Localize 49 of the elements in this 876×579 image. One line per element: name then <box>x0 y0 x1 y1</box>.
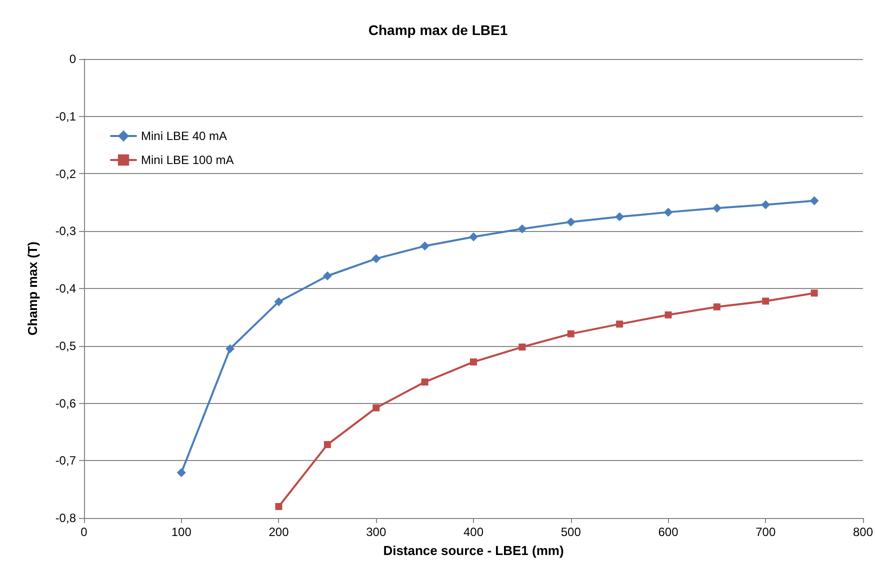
point <box>518 344 526 351</box>
point <box>712 204 722 213</box>
point <box>615 212 624 222</box>
x-axis-title: Distance source - LBE1 (mm) <box>383 543 564 558</box>
point <box>421 378 428 386</box>
point <box>226 344 235 354</box>
point <box>664 208 673 217</box>
y-tick-label: -0,6 <box>55 396 76 410</box>
point <box>322 271 332 280</box>
point <box>810 290 818 297</box>
legend-label: Mini LBE 100 mA <box>141 153 234 167</box>
point <box>761 200 770 210</box>
y-tick-label: -0,2 <box>55 166 76 181</box>
point <box>470 358 477 366</box>
y-axis-title: Champ max (T) <box>25 242 40 336</box>
point <box>275 503 282 510</box>
point <box>324 441 331 448</box>
point <box>664 311 672 318</box>
x-tick-label: 100 <box>171 525 192 539</box>
point <box>176 468 186 478</box>
point <box>372 404 380 412</box>
x-tick-label: 800 <box>852 525 874 539</box>
x-tick-label: 500 <box>560 525 582 539</box>
point <box>566 217 576 226</box>
point <box>810 196 819 206</box>
point <box>468 232 478 242</box>
point <box>616 320 624 328</box>
point <box>420 242 430 251</box>
y-tick-label: -0,7 <box>55 454 76 468</box>
y-tick-label: 0 <box>69 52 76 66</box>
x-tick-label: 200 <box>268 525 290 539</box>
point <box>518 224 527 234</box>
point <box>274 297 284 306</box>
x-tick-label: 600 <box>658 525 679 539</box>
point <box>567 330 574 338</box>
point <box>713 303 720 310</box>
y-tick-label: -0,5 <box>55 338 76 353</box>
x-tick-label: 0 <box>80 525 88 539</box>
y-tick-label: -0,3 <box>55 224 76 238</box>
legend-label: Mini LBE 40 mA <box>141 129 228 143</box>
y-tick-label: -0,1 <box>55 109 76 124</box>
point <box>762 298 770 305</box>
point <box>372 254 381 264</box>
y-tick-label: -0,8 <box>55 511 76 525</box>
y-tick-label: -0,4 <box>55 282 76 296</box>
x-tick-label: 400 <box>463 525 484 539</box>
x-tick-label: 700 <box>756 525 776 539</box>
chart-title: Champ max de LBE1 <box>368 22 508 38</box>
x-tick-label: 300 <box>366 525 386 539</box>
